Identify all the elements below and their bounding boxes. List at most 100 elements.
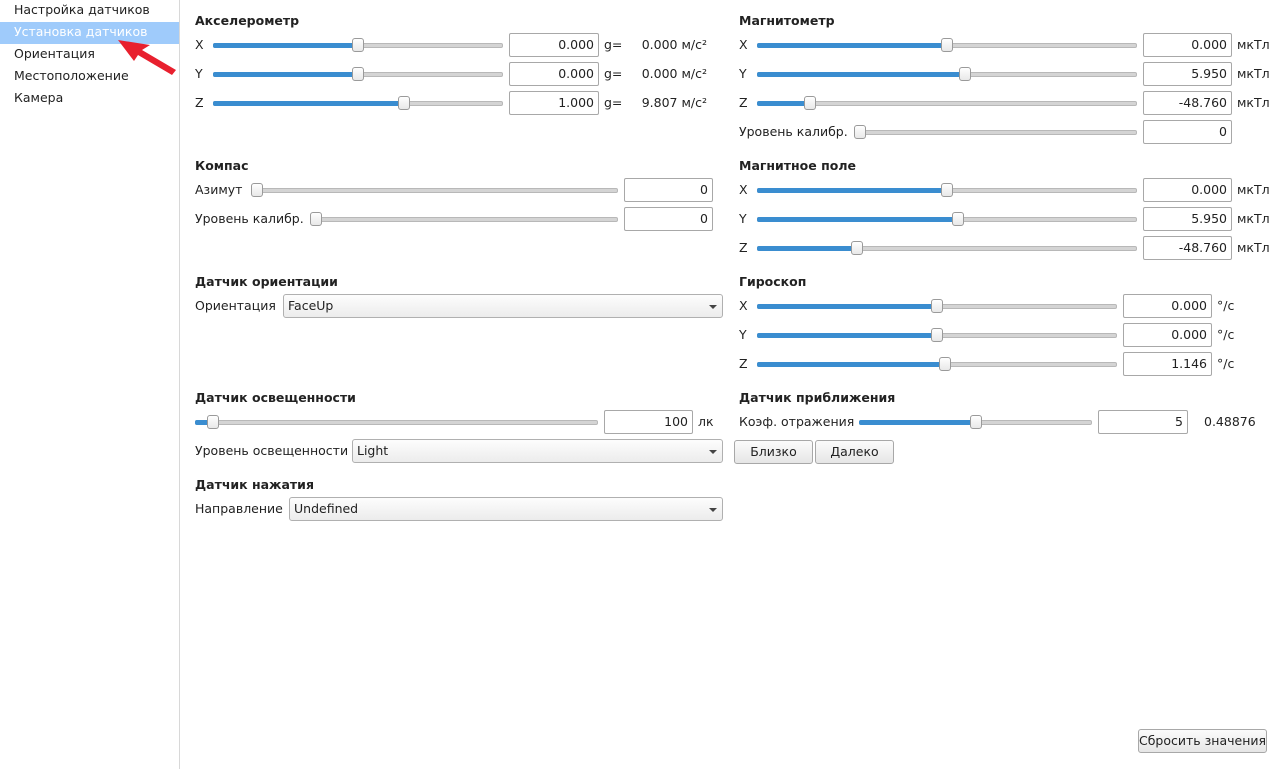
unit-label: g= (604, 37, 623, 52)
sidebar-item[interactable]: Установка датчиков (14, 24, 148, 39)
unit-label: мкТл (1237, 211, 1270, 226)
input-box[interactable]: 5.950 (1143, 207, 1232, 231)
slider[interactable] (213, 37, 503, 53)
axis-label: X (195, 37, 204, 52)
slider[interactable] (757, 298, 1117, 314)
combo-arrow (709, 508, 717, 512)
input-box[interactable]: 5.950 (1143, 62, 1232, 86)
slider-fill (859, 420, 976, 425)
slider-handle (352, 67, 364, 81)
axis-label: Z (195, 95, 204, 110)
input-box[interactable]: 0 (1143, 120, 1232, 144)
slider-handle (931, 328, 943, 342)
slider-fill (757, 333, 937, 338)
slider-fill (757, 43, 947, 48)
axis-label: X (739, 298, 748, 313)
slider[interactable] (213, 66, 503, 82)
slider-fill (757, 217, 958, 222)
slider-handle (939, 357, 951, 371)
slider-handle (310, 212, 322, 226)
combo-arrow (709, 450, 717, 454)
combo-arrow (709, 305, 717, 309)
input-box[interactable]: 0.000 (1123, 323, 1212, 347)
sidebar (0, 0, 180, 769)
slider-fill (757, 304, 937, 309)
axis-label: Y (739, 327, 747, 342)
slider-track (310, 217, 618, 222)
section-title: Датчик освещенности (195, 390, 356, 405)
slider-handle (804, 96, 816, 110)
slider-fill (213, 43, 358, 48)
slider-handle (941, 183, 953, 197)
unit-label: мкТл (1237, 66, 1270, 81)
slider[interactable] (859, 414, 1092, 430)
slider-track (251, 188, 618, 193)
input-box[interactable]: 100 (604, 410, 693, 434)
slider[interactable] (854, 124, 1137, 140)
combo-box[interactable]: FaceUp (283, 294, 723, 318)
axis-label: Z (739, 356, 748, 371)
slider-handle (352, 38, 364, 52)
slider[interactable] (195, 414, 598, 430)
input-box[interactable]: 0 (624, 178, 713, 202)
slider-fill (757, 101, 810, 106)
slider-fill (213, 72, 358, 77)
slider-track (195, 420, 598, 425)
button[interactable]: Далеко (815, 440, 894, 464)
field-label: Уровень освещенности (195, 443, 349, 458)
slider[interactable] (757, 240, 1137, 256)
slider[interactable] (213, 95, 503, 111)
combo-box[interactable]: Undefined (289, 497, 723, 521)
slider[interactable] (757, 327, 1117, 343)
unit-label: мкТл (1237, 95, 1270, 110)
input-box[interactable]: 0.000 (1123, 294, 1212, 318)
input-box[interactable]: -48.760 (1143, 91, 1232, 115)
slider[interactable] (757, 66, 1137, 82)
slider-handle (251, 183, 263, 197)
sidebar-item[interactable]: Ориентация (14, 46, 95, 61)
input-box[interactable]: 5 (1098, 410, 1188, 434)
unit-label: мкТл (1237, 240, 1270, 255)
sidebar-item[interactable]: Настройка датчиков (14, 2, 150, 17)
slider[interactable] (757, 211, 1137, 227)
section-title: Магнитометр (739, 13, 835, 28)
input-box[interactable]: 0.000 (509, 33, 599, 57)
slider[interactable] (310, 211, 618, 227)
slider[interactable] (757, 95, 1137, 111)
slider-fill (195, 420, 213, 425)
sidebar-item[interactable]: Камера (14, 90, 64, 105)
input-box[interactable]: 0 (624, 207, 713, 231)
unit-label: g= (604, 66, 623, 81)
unit-label: °/c (1217, 298, 1235, 313)
combo-box[interactable]: Light (352, 439, 723, 463)
field-label: Уровень калибр. (195, 211, 304, 226)
input-box[interactable]: -48.760 (1143, 236, 1232, 260)
input-box[interactable]: 1.146 (1123, 352, 1212, 376)
field-label: Направление (195, 501, 283, 516)
input-box[interactable]: 0.000 (1143, 33, 1232, 57)
slider[interactable] (757, 37, 1137, 53)
slider[interactable] (757, 182, 1137, 198)
button[interactable]: Близко (734, 440, 813, 464)
slider-handle (207, 415, 219, 429)
field-label: Ориентация (195, 298, 276, 313)
section-title: Датчик ориентации (195, 274, 338, 289)
section-title: Датчик приближения (739, 390, 896, 405)
input-box[interactable]: 1.000 (509, 91, 599, 115)
button[interactable]: Сбросить значения (1138, 729, 1267, 753)
field-label: Коэф. отражения (739, 414, 855, 429)
sidebar-item[interactable]: Местоположение (14, 68, 129, 83)
axis-label: Y (195, 66, 203, 81)
slider[interactable] (251, 182, 618, 198)
section-title: Гироскоп (739, 274, 807, 289)
slider-handle (959, 67, 971, 81)
slider[interactable] (757, 356, 1117, 372)
section-title: Магнитное поле (739, 158, 856, 173)
input-box[interactable]: 0.000 (509, 62, 599, 86)
selected-highlight (0, 22, 179, 44)
unit-label: мкТл (1237, 37, 1270, 52)
axis-label: Y (739, 66, 747, 81)
slider-handle (941, 38, 953, 52)
input-box[interactable]: 0.000 (1143, 178, 1232, 202)
